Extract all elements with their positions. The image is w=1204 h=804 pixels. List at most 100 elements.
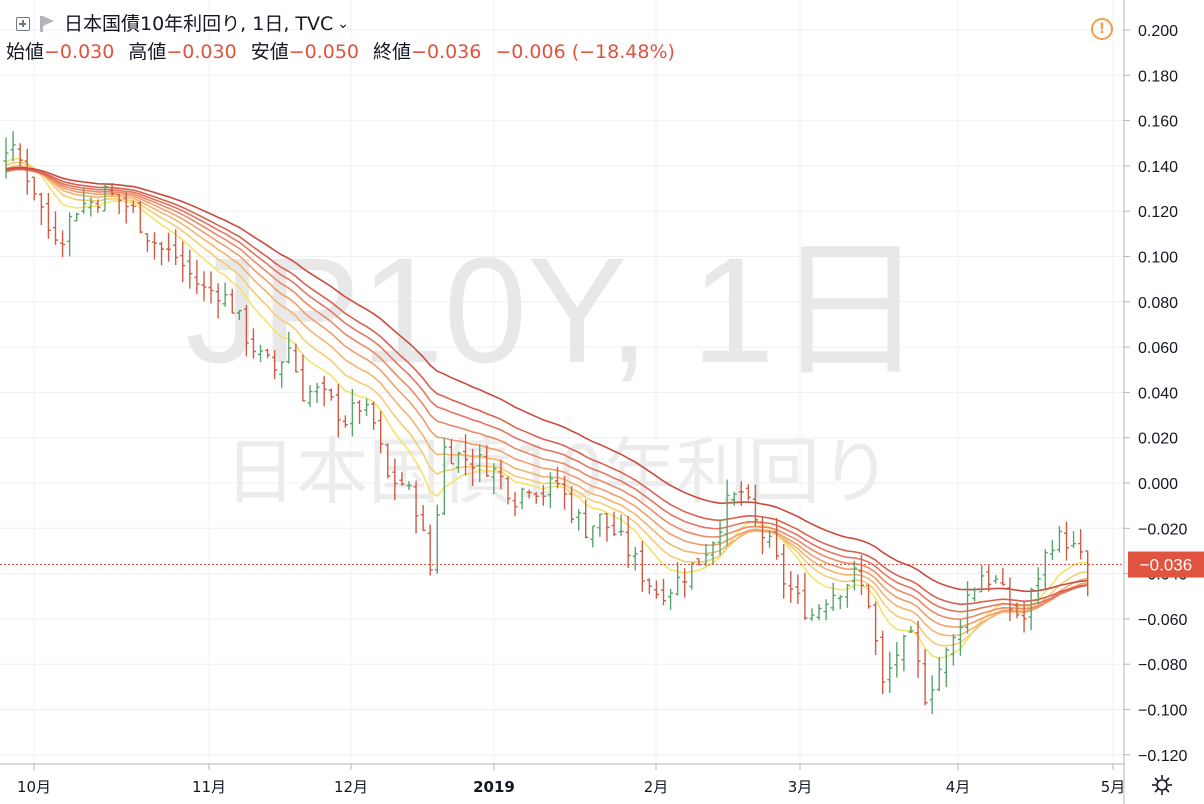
ohlc-bar xyxy=(1007,577,1013,622)
ohlc-bar xyxy=(611,511,617,536)
price-tick-label: −0.120 xyxy=(1138,748,1187,765)
ohlc-bar xyxy=(1035,567,1041,604)
flag-icon[interactable] xyxy=(40,16,54,32)
ohlc-bar xyxy=(668,588,674,610)
ohlc-bar xyxy=(67,212,73,257)
price-tick-label: 0.140 xyxy=(1138,159,1178,176)
ma-line xyxy=(5,166,1088,593)
ohlc-bar xyxy=(109,182,115,196)
ohlc-bar xyxy=(887,651,893,693)
price-tick-label: 0.200 xyxy=(1138,23,1178,40)
ohlc-bar xyxy=(250,328,256,359)
price-tick-label: 0.160 xyxy=(1138,114,1178,131)
ohlc-bar xyxy=(151,232,157,260)
ohlc-bar xyxy=(929,675,935,715)
ohlc-bar xyxy=(328,388,334,401)
ohlc-bar xyxy=(767,530,773,548)
price-tick-label: 0.100 xyxy=(1138,250,1178,267)
ohlc-bar xyxy=(724,479,730,547)
ohlc-bar xyxy=(3,137,9,179)
ohlc-bar xyxy=(519,487,525,510)
ohlc-bar xyxy=(10,131,16,162)
ohlc-bar xyxy=(632,547,638,571)
ohlc-bar xyxy=(38,192,44,225)
ohlc-bar xyxy=(74,212,80,222)
ohlc-bar xyxy=(385,443,391,479)
alert-icon[interactable]: ! xyxy=(1091,18,1113,40)
ohlc-bar xyxy=(625,515,631,568)
ohlc-bar xyxy=(795,574,801,604)
time-tick-label: 2月 xyxy=(644,778,669,796)
price-tick-label: −0.080 xyxy=(1138,657,1187,674)
price-axis[interactable]: 0.200 0.180 0.160 0.140 0.120 0.100 0.080 0.060… xyxy=(1123,0,1187,804)
ohlc-series xyxy=(3,131,1091,715)
ohlc-bar xyxy=(102,183,108,212)
ohlc-bar xyxy=(1049,539,1055,561)
open-label: 始値 xyxy=(6,41,45,63)
ohlc-bar xyxy=(420,504,426,532)
ohlc-bar xyxy=(915,620,921,678)
ohlc-bar xyxy=(413,480,419,534)
settings-gear-icon[interactable] xyxy=(1150,773,1174,797)
ohlc-bar xyxy=(286,331,292,364)
ohlc-bar xyxy=(653,580,659,599)
ohlc-bar xyxy=(703,543,709,567)
ohlc-bar xyxy=(576,509,582,531)
ohlc-bar xyxy=(823,599,829,621)
ohlc-bar xyxy=(639,540,645,592)
ohlc-bar xyxy=(583,499,589,539)
ohlc-bar xyxy=(554,466,560,489)
ohlc-bar xyxy=(979,565,985,593)
price-tick-label: 0.180 xyxy=(1138,68,1178,85)
ohlc-bar xyxy=(526,489,532,499)
ohlc-bar xyxy=(144,233,150,252)
ohlc-bar xyxy=(342,415,348,428)
ohlc-bar xyxy=(364,398,370,417)
moving-average-ribbon xyxy=(5,157,1088,660)
plus-square-icon[interactable] xyxy=(16,17,30,31)
high-label: 高値 xyxy=(128,41,167,63)
chevron-down-icon[interactable]: ⌄ xyxy=(337,16,350,32)
ma-line xyxy=(5,157,1088,660)
time-axis[interactable]: 10月 11月 12月 2019 2月 3月 4月 5月 xyxy=(0,763,1126,796)
ohlc-bar xyxy=(24,148,30,195)
ohlc-bar xyxy=(816,604,822,621)
ohlc-bar xyxy=(52,211,58,245)
ohlc-bar xyxy=(802,572,808,620)
ohlc-bar xyxy=(908,625,914,634)
ohlc-bar xyxy=(604,512,610,542)
time-tick-label: 10月 xyxy=(17,778,51,796)
price-tag-box xyxy=(1128,551,1204,578)
ohlc-bar xyxy=(759,516,765,555)
ohlc-bar xyxy=(201,271,207,302)
ohlc-bar xyxy=(830,582,836,611)
ohlc-bar xyxy=(1021,601,1027,633)
time-tick-label: 4月 xyxy=(946,778,971,796)
ohlc-bar xyxy=(137,201,143,234)
ohlc-bar xyxy=(533,492,539,504)
symbol-title[interactable]: 日本国債10年利回り, 1日, TVC xyxy=(64,13,334,35)
ohlc-bar xyxy=(512,491,518,517)
ohlc-bar xyxy=(357,400,362,424)
ohlc-bar xyxy=(880,630,886,694)
ohlc-bar xyxy=(159,241,165,266)
ohlc-bar xyxy=(222,282,228,307)
time-tick-label: 11月 xyxy=(192,778,226,796)
last-price-tag: −0.036 xyxy=(1128,551,1204,578)
ohlc-bar xyxy=(293,343,299,373)
ohlc-bar xyxy=(590,525,596,548)
ma-line xyxy=(5,167,1088,606)
ohlc-bar xyxy=(1000,567,1006,586)
ohlc-bar xyxy=(371,401,377,430)
ohlc-bar xyxy=(31,176,37,201)
ohlc-bar xyxy=(236,309,242,321)
ohlc-bar xyxy=(427,524,433,576)
ohlc-bar xyxy=(455,451,461,473)
ohlc-bar xyxy=(844,584,850,608)
ohlc-bar xyxy=(60,230,66,258)
time-tick-label: 5月 xyxy=(1101,778,1126,796)
ohlc-bar xyxy=(272,350,278,380)
ohlc-bar xyxy=(781,543,787,599)
ohlc-bar xyxy=(936,657,942,692)
